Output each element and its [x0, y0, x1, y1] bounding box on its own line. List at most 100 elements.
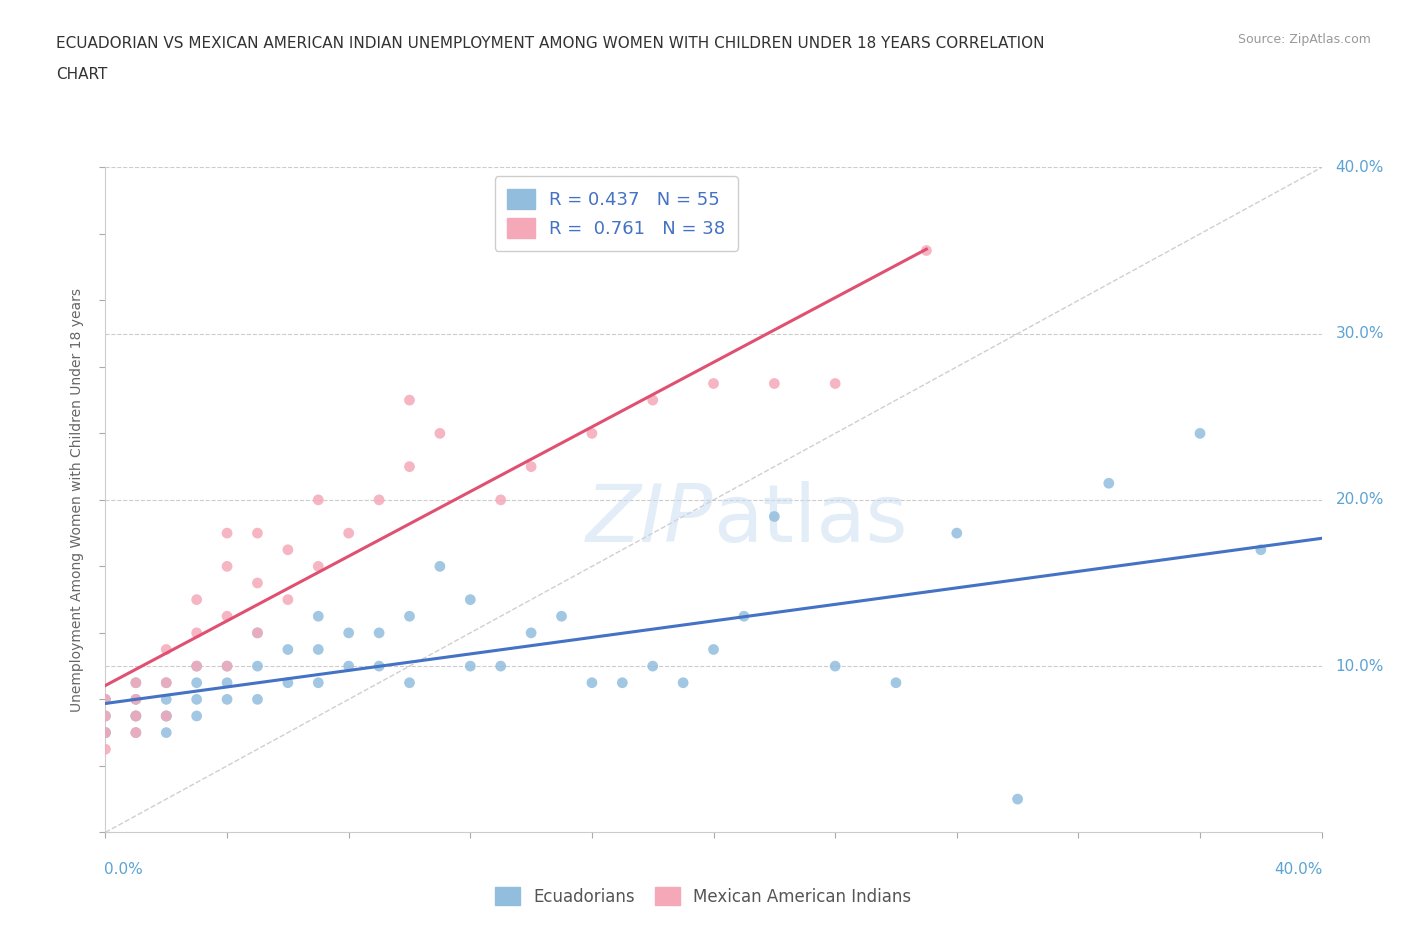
Point: [398, 392, 420, 407]
Point: [94, 725, 117, 740]
Point: [94, 709, 117, 724]
Point: [884, 675, 907, 690]
Point: [307, 642, 329, 657]
Point: [125, 675, 148, 690]
Point: [155, 675, 177, 690]
Point: [733, 609, 755, 624]
Point: [277, 642, 299, 657]
Point: [186, 592, 208, 607]
Point: [398, 675, 420, 690]
Point: [489, 658, 512, 673]
Point: [641, 392, 664, 407]
Point: [368, 493, 391, 508]
Point: [429, 426, 451, 441]
Legend: Ecuadorians, Mexican American Indians: Ecuadorians, Mexican American Indians: [488, 881, 918, 912]
Point: [217, 692, 239, 707]
Point: [702, 642, 725, 657]
Point: [155, 675, 177, 690]
Point: [246, 525, 269, 540]
Text: atlas: atlas: [713, 481, 908, 559]
Point: [94, 692, 117, 707]
Point: [186, 658, 208, 673]
Point: [94, 725, 117, 740]
Point: [702, 376, 725, 391]
Point: [155, 709, 177, 724]
Point: [246, 658, 269, 673]
Point: [337, 626, 360, 641]
Point: [337, 658, 360, 673]
Text: 0.0%: 0.0%: [104, 862, 143, 877]
Point: [94, 742, 117, 757]
Point: [1250, 542, 1272, 557]
Point: [94, 692, 117, 707]
Text: Source: ZipAtlas.com: Source: ZipAtlas.com: [1237, 33, 1371, 46]
Text: 10.0%: 10.0%: [1336, 658, 1384, 673]
Text: 30.0%: 30.0%: [1336, 326, 1384, 341]
Text: 40.0%: 40.0%: [1274, 862, 1323, 877]
Point: [246, 626, 269, 641]
Point: [368, 626, 391, 641]
Point: [824, 658, 846, 673]
Point: [217, 609, 239, 624]
Point: [246, 692, 269, 707]
Point: [125, 725, 148, 740]
Point: [520, 459, 543, 474]
Point: [398, 459, 420, 474]
Point: [520, 626, 543, 641]
Point: [458, 592, 481, 607]
Point: [217, 658, 239, 673]
Point: [307, 559, 329, 574]
Point: [458, 658, 481, 673]
Point: [155, 709, 177, 724]
Point: [217, 658, 239, 673]
Point: [94, 709, 117, 724]
Point: [217, 675, 239, 690]
Point: [186, 675, 208, 690]
Point: [398, 609, 420, 624]
Point: [125, 725, 148, 740]
Text: 40.0%: 40.0%: [1336, 160, 1384, 175]
Point: [1098, 476, 1121, 491]
Point: [155, 642, 177, 657]
Point: [186, 709, 208, 724]
Point: [125, 692, 148, 707]
Point: [155, 725, 177, 740]
Y-axis label: Unemployment Among Women with Children Under 18 years: Unemployment Among Women with Children U…: [70, 288, 84, 711]
Point: [368, 658, 391, 673]
Point: [217, 559, 239, 574]
Point: [246, 576, 269, 591]
Point: [277, 675, 299, 690]
Point: [155, 709, 177, 724]
Point: [277, 592, 299, 607]
Point: [217, 525, 239, 540]
Point: [186, 658, 208, 673]
Point: [307, 609, 329, 624]
Text: 20.0%: 20.0%: [1336, 492, 1384, 508]
Point: [763, 509, 786, 524]
Point: [550, 609, 572, 624]
Point: [307, 493, 329, 508]
Point: [824, 376, 846, 391]
Point: [1188, 426, 1211, 441]
Point: [672, 675, 695, 690]
Point: [945, 525, 967, 540]
Point: [763, 376, 786, 391]
Point: [489, 493, 512, 508]
Point: [581, 426, 603, 441]
Point: [915, 243, 938, 258]
Point: [125, 709, 148, 724]
Text: ECUADORIAN VS MEXICAN AMERICAN INDIAN UNEMPLOYMENT AMONG WOMEN WITH CHILDREN UND: ECUADORIAN VS MEXICAN AMERICAN INDIAN UN…: [56, 36, 1045, 51]
Point: [155, 692, 177, 707]
Point: [1007, 791, 1029, 806]
Point: [641, 658, 664, 673]
Point: [429, 559, 451, 574]
Point: [186, 626, 208, 641]
Text: ZIP: ZIP: [586, 481, 713, 559]
Legend: R = 0.437   N = 55, R =  0.761   N = 38: R = 0.437 N = 55, R = 0.761 N = 38: [495, 177, 738, 250]
Point: [612, 675, 634, 690]
Point: [125, 709, 148, 724]
Point: [337, 525, 360, 540]
Point: [307, 675, 329, 690]
Point: [277, 542, 299, 557]
Point: [186, 692, 208, 707]
